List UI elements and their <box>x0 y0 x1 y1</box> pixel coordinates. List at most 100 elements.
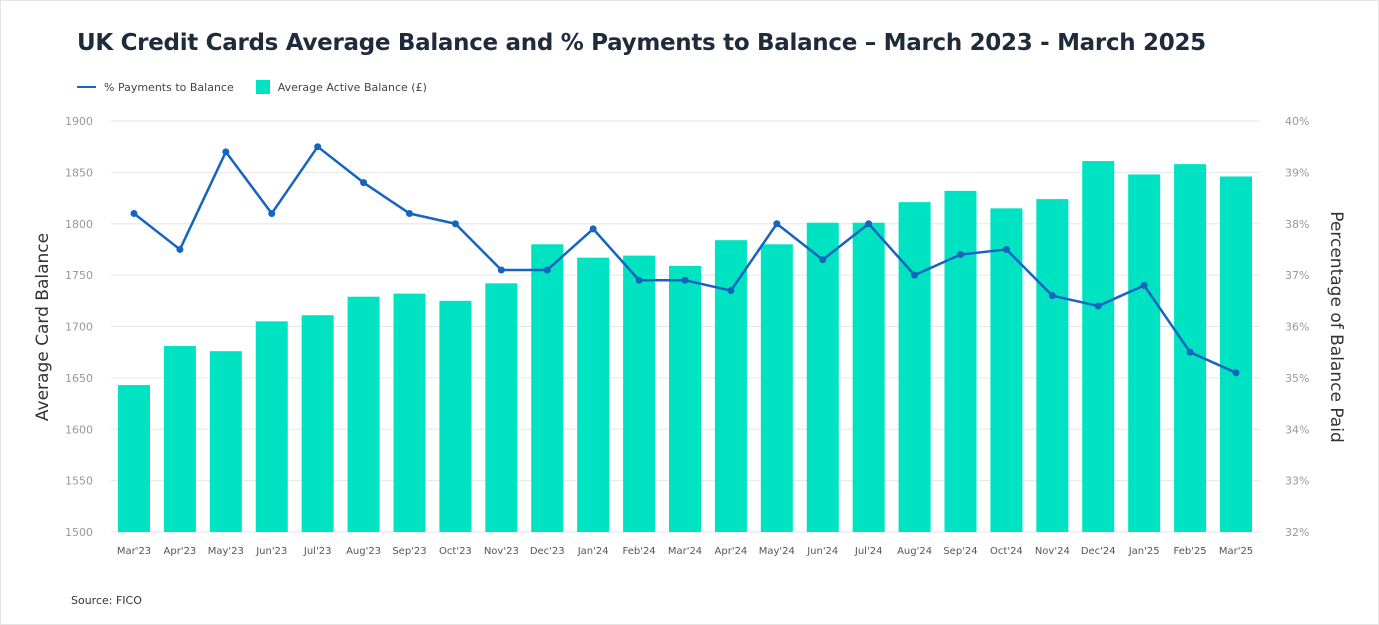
y2-tick-label: 38% <box>1285 218 1309 231</box>
bar <box>898 202 931 533</box>
chart-title: UK Credit Cards Average Balance and % Pa… <box>77 30 1206 56</box>
y-tick-label: 1700 <box>65 321 93 334</box>
bar <box>1220 176 1252 533</box>
line-point <box>1048 292 1056 300</box>
line-point <box>1232 369 1240 377</box>
bar <box>714 240 747 532</box>
x-tick-label: Jun'24 <box>806 546 838 557</box>
line-point <box>406 209 413 217</box>
line-point <box>1140 281 1148 289</box>
x-tick-label: Jul'23 <box>303 546 332 557</box>
line-point <box>176 245 184 253</box>
x-tick-label: Mar'23 <box>117 546 151 557</box>
x-tick-label: Feb'24 <box>622 546 655 557</box>
bar <box>393 293 426 532</box>
legend-label-balance: Average Active Balance (£) <box>277 80 427 94</box>
y-tick-label: 1600 <box>65 423 93 436</box>
source-note: Source: FICO <box>71 594 142 607</box>
x-tick-label: Jun'23 <box>255 546 287 557</box>
bar <box>209 351 242 532</box>
x-tick-label: Dec'23 <box>530 546 565 557</box>
line-point <box>589 225 597 233</box>
bar <box>760 244 793 533</box>
x-tick-label: Aug'24 <box>897 546 932 557</box>
x-tick-label: Mar'25 <box>1219 546 1253 557</box>
bar <box>669 265 701 532</box>
legend-line-swatch <box>77 86 96 88</box>
legend: % Payments to Balance Average Active Bal… <box>77 80 427 94</box>
bar <box>1128 174 1161 532</box>
y-tick-label: 1650 <box>65 372 93 385</box>
bar <box>806 222 839 532</box>
bar <box>439 300 472 532</box>
line-point <box>451 220 459 228</box>
x-tick-label: Apr'23 <box>164 546 197 557</box>
line-point <box>360 179 368 187</box>
bar <box>1174 164 1207 532</box>
y-axis-label: Average Card Balance <box>33 233 53 421</box>
bar <box>118 385 150 532</box>
line-point <box>1002 245 1010 253</box>
line-point <box>681 276 689 284</box>
bar <box>255 321 288 532</box>
x-tick-label: Aug'23 <box>346 546 381 557</box>
line-point <box>543 266 551 274</box>
x-tick-label: Nov'23 <box>484 546 519 557</box>
y2-tick-label: 39% <box>1285 166 1309 179</box>
x-tick-label: Jan'25 <box>1128 546 1160 557</box>
bar <box>301 315 334 532</box>
line-point <box>497 266 505 274</box>
y2-axis-label: Percentage of Balance Paid <box>1326 211 1346 442</box>
line-point <box>222 148 230 156</box>
x-tick-label: Jul'24 <box>854 546 883 557</box>
line-point <box>819 256 827 264</box>
line-point <box>1186 348 1194 356</box>
line-point <box>314 143 322 151</box>
bar <box>990 208 1023 532</box>
y-tick-label: 1800 <box>65 218 93 231</box>
y2-tick-label: 34% <box>1285 423 1309 436</box>
legend-label-payments: % Payments to Balance <box>104 80 234 94</box>
legend-bar-swatch <box>255 80 270 94</box>
y-tick-label: 1850 <box>65 166 93 179</box>
line-point <box>865 220 873 228</box>
x-tick-label: Sep'23 <box>392 546 426 557</box>
bar <box>163 346 196 532</box>
bar <box>1082 161 1115 532</box>
y-tick-label: 1550 <box>65 475 93 488</box>
bar <box>347 296 380 532</box>
bar <box>485 283 518 532</box>
y2-tick-label: 32% <box>1285 526 1309 539</box>
line-point <box>773 220 781 228</box>
line-point <box>911 271 919 279</box>
y2-tick-label: 33% <box>1285 475 1309 488</box>
bar <box>1036 199 1069 532</box>
x-tick-label: Apr'24 <box>715 546 748 557</box>
y2-tick-label: 37% <box>1285 269 1309 282</box>
line-point <box>727 287 735 295</box>
line-point <box>268 209 276 217</box>
x-tick-label: Nov'24 <box>1035 546 1070 557</box>
bar <box>623 255 656 533</box>
bar <box>531 244 564 533</box>
y2-tick-label: 36% <box>1285 321 1309 334</box>
x-tick-label: Mar'24 <box>668 546 702 557</box>
bar <box>577 257 610 532</box>
y-tick-label: 1500 <box>65 526 93 539</box>
y2-tick-label: 35% <box>1285 372 1309 385</box>
x-tick-label: May'23 <box>208 546 244 557</box>
y-tick-label: 1750 <box>65 269 93 282</box>
x-tick-label: Oct'23 <box>439 546 472 557</box>
line-point <box>957 251 964 259</box>
line-point <box>1094 302 1102 310</box>
bar <box>944 190 977 532</box>
y2-tick-label: 40% <box>1285 115 1309 128</box>
x-tick-label: Dec'24 <box>1081 546 1116 557</box>
x-tick-label: May'24 <box>759 546 795 557</box>
y-tick-label: 1900 <box>65 115 93 128</box>
x-tick-label: Feb'25 <box>1173 546 1206 557</box>
line-point <box>130 209 138 217</box>
line-point <box>635 276 643 284</box>
x-tick-label: Jan'24 <box>577 546 609 557</box>
